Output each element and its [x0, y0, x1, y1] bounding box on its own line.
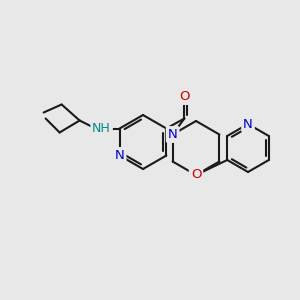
Text: NH: NH — [92, 122, 111, 135]
Text: N: N — [243, 118, 253, 130]
Text: N: N — [115, 149, 124, 162]
Text: O: O — [179, 90, 190, 103]
Text: O: O — [191, 169, 201, 182]
Text: N: N — [168, 128, 178, 141]
